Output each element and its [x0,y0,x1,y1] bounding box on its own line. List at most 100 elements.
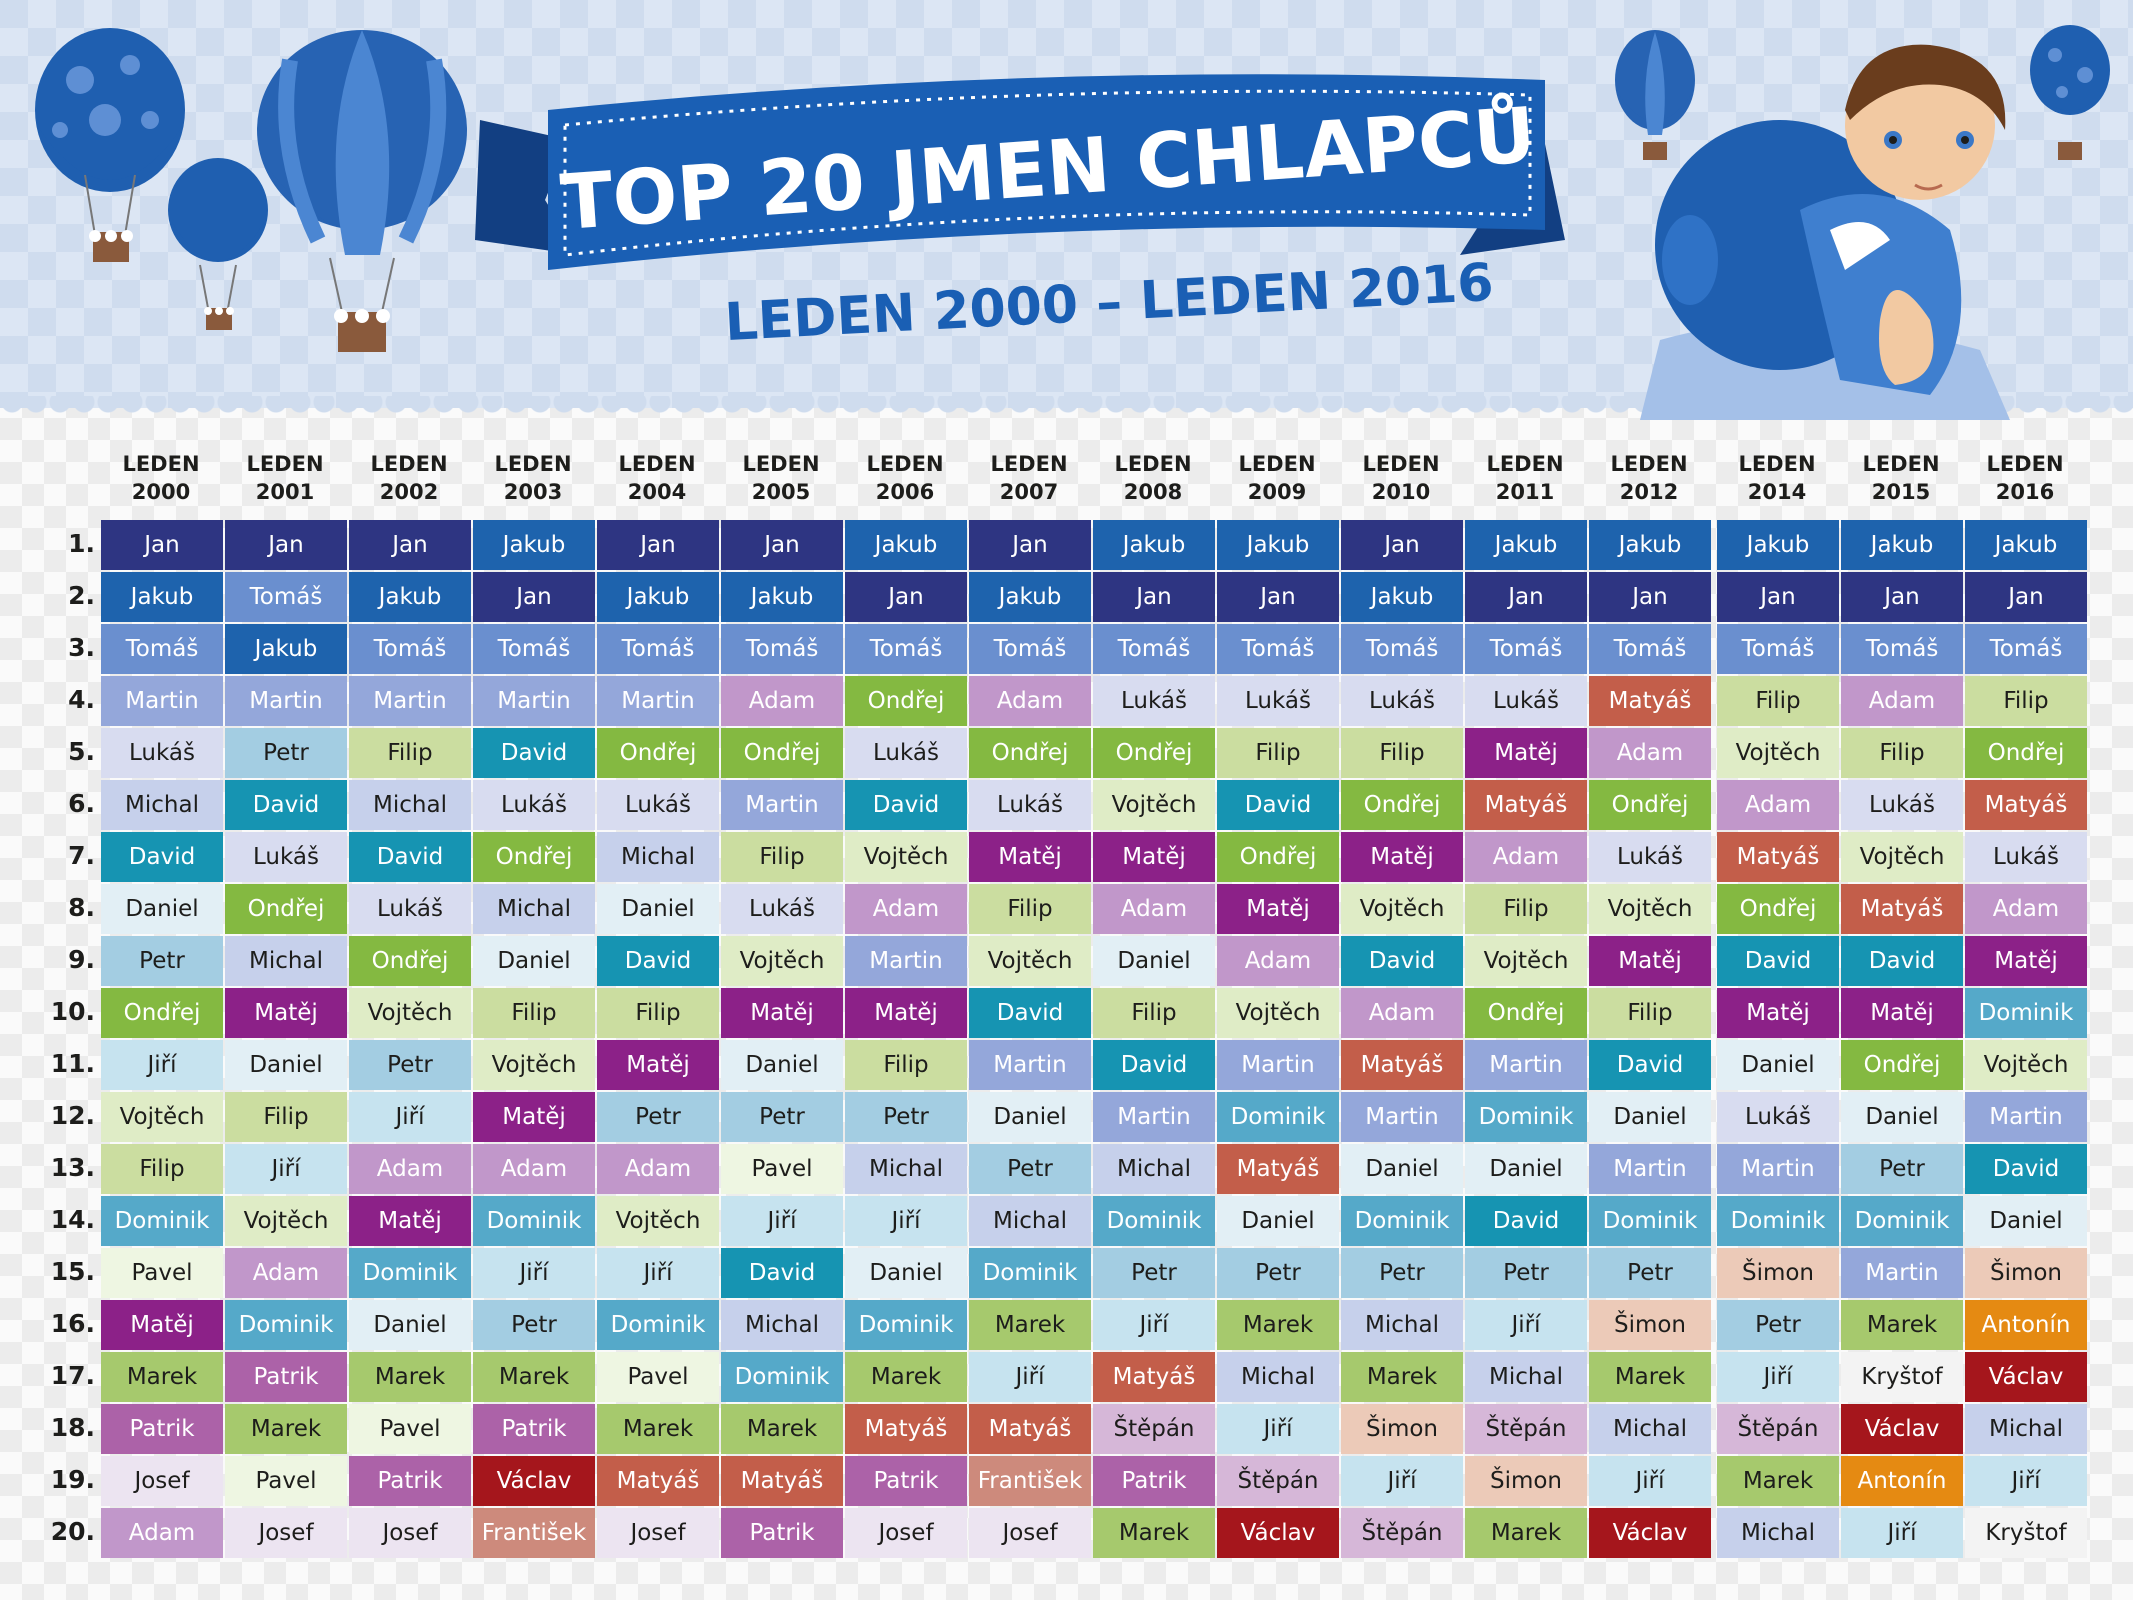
name-cell: Matyáš [1841,884,1963,934]
name-cell: Jiří [597,1248,719,1298]
name-cell: Michal [1465,1352,1587,1402]
column-header-2006: LEDEN 2006 [845,450,965,510]
name-cell: Petr [1217,1248,1339,1298]
name-cell: Dominik [845,1300,967,1350]
name-cell: Patrik [225,1352,347,1402]
name-cell: Adam [721,676,843,726]
name-cell: Štěpán [1217,1456,1339,1506]
column-header-2008: LEDEN 2008 [1093,450,1213,510]
name-cell: Josef [101,1456,223,1506]
name-cell: Petr [721,1092,843,1142]
hot-air-balloon-icon [35,28,185,262]
name-cell: Petr [1093,1248,1215,1298]
column-header-month: LEDEN [866,452,944,476]
name-cell: Marek [1093,1508,1215,1558]
name-cell: Jan [969,520,1091,570]
name-cell: Daniel [101,884,223,934]
name-cell: Matyáš [597,1456,719,1506]
name-cell: Daniel [1589,1092,1711,1142]
name-cell: Tomáš [1841,624,1963,674]
name-cell: Jiří [845,1196,967,1246]
name-cell: Marek [1841,1300,1963,1350]
name-cell: Matyáš [1465,780,1587,830]
name-cell: Ondřej [349,936,471,986]
name-cell: Matěj [473,1092,595,1142]
name-cell: Jakub [597,572,719,622]
rank-number: 1. [68,529,95,558]
column-header-year: 2011 [1495,480,1555,504]
column-header-month: LEDEN [990,452,1068,476]
name-cell: Jiří [1841,1508,1963,1558]
column-header-year: 2007 [999,480,1059,504]
name-cell: Tomáš [1093,624,1215,674]
name-cell: Václav [1965,1352,2087,1402]
name-cell: Michal [473,884,595,934]
name-cell: Daniel [969,1092,1091,1142]
name-cell: David [473,728,595,778]
rank-number: 7. [68,841,95,870]
name-cell: Marek [349,1352,471,1402]
column-header-month: LEDEN [1238,452,1316,476]
name-cell: Marek [473,1352,595,1402]
name-cell: Jiří [473,1248,595,1298]
name-cell: Pavel [101,1248,223,1298]
name-cell: Vojtěch [845,832,967,882]
name-cell: Marek [1717,1456,1839,1506]
name-cell: Ondřej [1341,780,1463,830]
name-cell: Dominik [1589,1196,1711,1246]
name-cell: Ondřej [1717,884,1839,934]
column-header-year: 2004 [627,480,687,504]
name-cell: Jan [845,572,967,622]
name-cell: Jiří [969,1352,1091,1402]
name-cell: Dominik [597,1300,719,1350]
column-header-month: LEDEN [122,452,200,476]
name-cell: Michal [1217,1352,1339,1402]
name-cell: Jiří [1465,1300,1587,1350]
name-cell: Matěj [225,988,347,1038]
name-cell: Matyáš [721,1456,843,1506]
rank-number: 10. [50,997,95,1026]
name-cell: Dominik [1717,1196,1839,1246]
name-cell: Jiří [349,1092,471,1142]
column-header-year: 2008 [1123,480,1183,504]
name-cell: Tomáš [473,624,595,674]
name-cell: Jakub [721,572,843,622]
name-cell: David [349,832,471,882]
name-cell: Petr [1465,1248,1587,1298]
name-cell: Antonín [1841,1456,1963,1506]
name-cell: František [473,1508,595,1558]
name-cell: Michal [101,780,223,830]
name-cell: Michal [1589,1404,1711,1454]
name-cell: David [845,780,967,830]
name-cell: Lukáš [1589,832,1711,882]
column-header-2005: LEDEN 2005 [721,450,841,510]
name-cell: Adam [101,1508,223,1558]
name-cell: Jakub [101,572,223,622]
name-cell: Tomáš [1465,624,1587,674]
name-cell: David [1217,780,1339,830]
column-header-2016: LEDEN 2016 [1965,450,2085,510]
name-cell: Matyáš [1341,1040,1463,1090]
name-cell: Dominik [1465,1092,1587,1142]
name-cell: Lukáš [1217,676,1339,726]
name-cell: Marek [845,1352,967,1402]
name-cell: David [1341,936,1463,986]
name-cell: Lukáš [225,832,347,882]
name-cell: Ondřej [1093,728,1215,778]
name-cell: Jan [597,520,719,570]
name-cell: Vojtěch [1465,936,1587,986]
column-header-year: 2003 [503,480,563,504]
name-cell: Marek [1465,1508,1587,1558]
name-cell: Jakub [969,572,1091,622]
name-cell: Daniel [1217,1196,1339,1246]
name-cell: Ondřej [225,884,347,934]
name-cell: Petr [969,1144,1091,1194]
name-cell: Šimon [1465,1456,1587,1506]
column-header-year: 2001 [255,480,315,504]
column-header-year: 2000 [131,480,191,504]
name-cell: Daniel [597,884,719,934]
name-cell: Matěj [1341,832,1463,882]
name-cell: Jan [473,572,595,622]
name-cell: Dominik [969,1248,1091,1298]
name-cell: Michal [1341,1300,1463,1350]
